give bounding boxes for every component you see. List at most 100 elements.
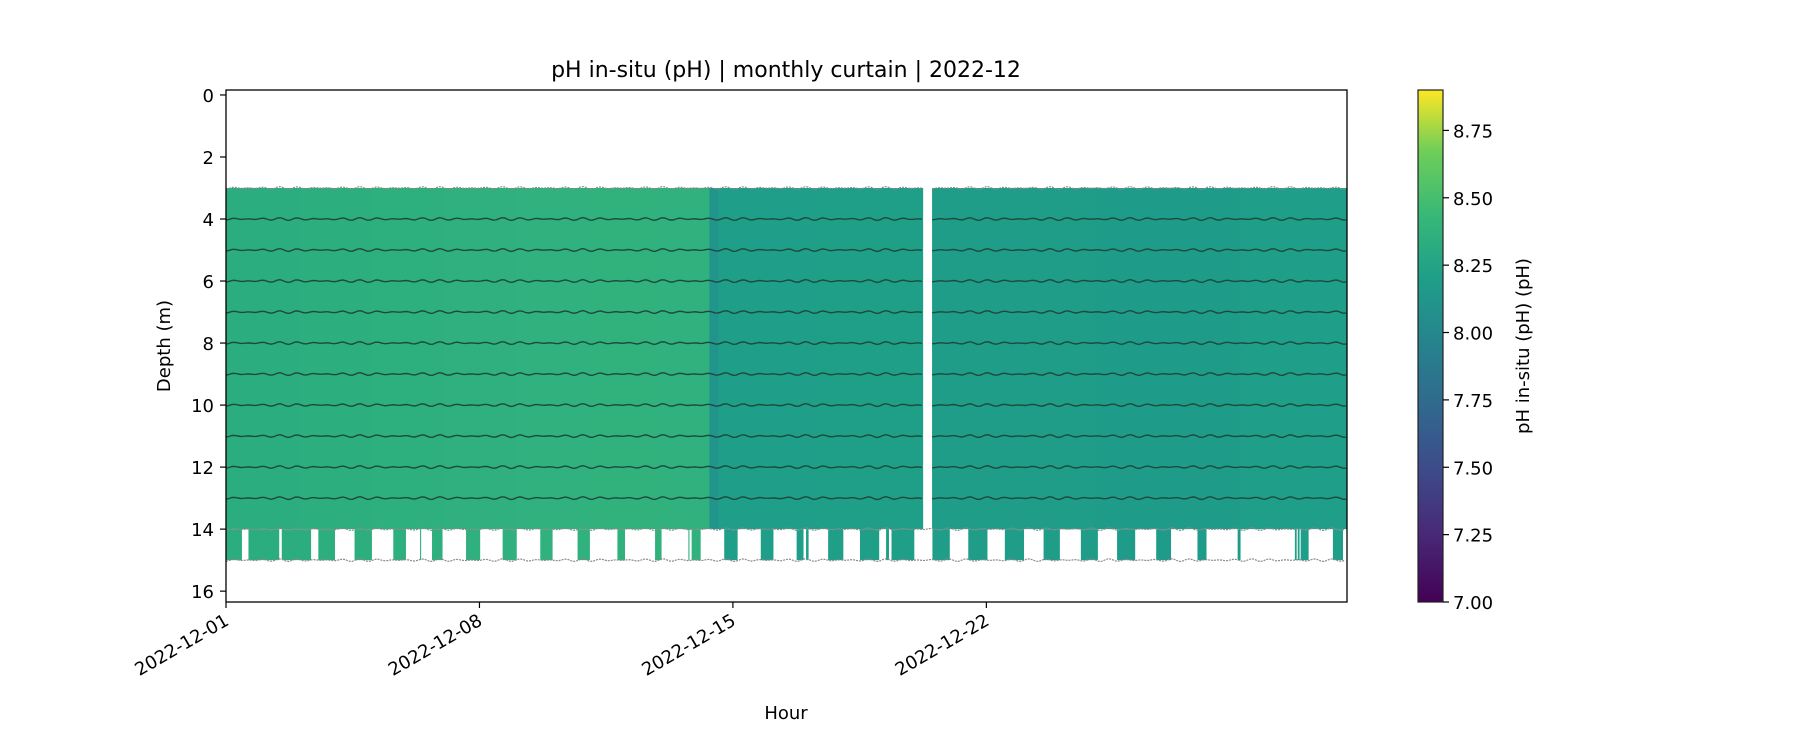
bottom-bin-cell xyxy=(226,529,242,561)
curtain-cell xyxy=(1239,187,1348,530)
y-tick-label: 14 xyxy=(191,520,214,541)
bottom-bin-cell xyxy=(724,529,738,561)
depth-line xyxy=(932,309,1347,315)
depth-line xyxy=(225,433,923,439)
bottom-bin-cell xyxy=(968,529,988,561)
x-tick-label: 2022-12-08 xyxy=(385,610,486,680)
bottom-bin-cell xyxy=(886,529,889,561)
bottom-bin-cell xyxy=(1043,529,1060,561)
plot-area xyxy=(225,185,1348,563)
curtain-cell xyxy=(709,187,719,530)
curtain-cell xyxy=(298,187,372,530)
depth-line xyxy=(225,402,923,408)
y-tick-label: 4 xyxy=(203,210,214,231)
y-tick-label: 10 xyxy=(191,396,214,417)
bottom-bin-cell xyxy=(1297,529,1300,561)
colorbar xyxy=(1417,89,1444,603)
bottom-bin-cell xyxy=(617,529,626,561)
bottom-bin-cell xyxy=(891,529,915,561)
bottom-bin-cell xyxy=(577,529,590,561)
bottom-bin-cell xyxy=(466,529,481,561)
depth-line xyxy=(932,464,1347,470)
curtain-cell xyxy=(370,187,444,530)
bottom-bin-cell xyxy=(1004,529,1025,561)
colorbar-tick-label: 8.50 xyxy=(1453,189,1493,210)
bottom-bin-cell xyxy=(828,529,844,561)
bottom-bin-cell xyxy=(354,529,372,561)
curtain-cell xyxy=(932,187,1096,530)
x-tick-label: 2022-12-22 xyxy=(892,610,993,680)
curtain-cell xyxy=(718,187,806,530)
bottom-bin-cell xyxy=(932,529,950,561)
curtain-cell xyxy=(226,187,299,530)
depth-line xyxy=(932,247,1347,253)
bottom-bin-cell xyxy=(281,529,312,561)
bottom-bin-cell xyxy=(860,529,880,561)
bottom-bin-cell xyxy=(420,529,422,561)
depth-line xyxy=(932,433,1347,439)
y-axis: 0 2 4 6 8 10 12 14 16 xyxy=(191,86,226,603)
depth-line xyxy=(225,371,923,377)
y-tick-label: 16 xyxy=(191,582,214,603)
bottom-bin-cell xyxy=(760,529,774,561)
curtain-cell xyxy=(660,187,710,530)
bottom-bin-cell xyxy=(655,529,662,561)
curtain-cell xyxy=(805,187,924,530)
curtain-cell xyxy=(1094,187,1241,530)
colorbar-tick-label: 7.00 xyxy=(1453,593,1493,614)
bottom-bin-cell xyxy=(248,529,280,561)
depth-line xyxy=(225,464,923,470)
bottom-bin-cell xyxy=(1117,529,1136,561)
bottom-bin-cell xyxy=(1237,529,1241,561)
curtain-cell xyxy=(588,187,661,530)
depth-line xyxy=(225,247,923,253)
bottom-bin-cell xyxy=(691,529,701,561)
curtain-cell xyxy=(443,187,517,530)
depth-line xyxy=(225,340,923,346)
bottom-bin-cell xyxy=(1156,529,1172,561)
colorbar-axis: 7.00 7.25 7.50 7.75 8.00 8.25 8.50 8.75 xyxy=(1443,121,1493,614)
chart-title: pH in-situ (pH) | monthly curtain | 2022… xyxy=(551,58,1021,83)
bottom-bin-cell xyxy=(688,529,690,561)
y-axis-label: Depth (m) xyxy=(154,300,175,392)
depth-line xyxy=(225,185,923,191)
x-axis: 2022-12-01 2022-12-08 2022-12-15 2022-12-22 xyxy=(131,602,993,681)
bottom-bin-cell xyxy=(432,529,443,561)
y-tick-label: 0 xyxy=(203,86,214,107)
depth-line xyxy=(932,495,1347,501)
depth-line xyxy=(932,402,1347,408)
bottom-bin-cell xyxy=(1294,529,1297,561)
colorbar-tick-label: 7.25 xyxy=(1453,526,1493,547)
bottom-bin-cell xyxy=(796,529,804,561)
bottom-bin-cell xyxy=(1197,529,1207,561)
bottom-bin-cell xyxy=(806,529,809,561)
depth-line xyxy=(932,185,1347,191)
y-tick-label: 2 xyxy=(203,148,214,169)
depth-line xyxy=(225,278,923,284)
bottom-bin-cell xyxy=(540,529,553,561)
y-tick-label: 12 xyxy=(191,458,214,479)
bottom-bin-cell xyxy=(502,529,517,561)
bottom-bin-cell xyxy=(318,529,335,561)
depth-line xyxy=(225,495,923,501)
colorbar-tick-label: 8.25 xyxy=(1453,256,1493,277)
depth-line xyxy=(225,309,923,315)
depth-line xyxy=(932,216,1347,222)
x-tick-label: 2022-12-15 xyxy=(638,610,739,680)
x-axis-label: Hour xyxy=(764,703,808,724)
depth-line xyxy=(932,278,1347,284)
y-tick-label: 6 xyxy=(203,272,214,293)
colorbar-tick-label: 7.75 xyxy=(1453,391,1493,412)
depth-line xyxy=(932,340,1347,346)
bottom-bin-cell xyxy=(393,529,406,561)
bottom-bin-cell xyxy=(1332,529,1344,561)
bottom-bin-cell xyxy=(1080,529,1098,561)
bottom-bin-cell xyxy=(1300,529,1309,561)
x-tick-label: 2022-12-01 xyxy=(131,610,232,680)
colorbar-tick-label: 8.00 xyxy=(1453,324,1493,345)
colorbar-tick-label: 7.50 xyxy=(1453,458,1493,479)
colorbar-label: pH in-situ (pH) (pH) xyxy=(1513,258,1534,434)
y-tick-label: 8 xyxy=(203,334,214,355)
colorbar-tick-label: 8.75 xyxy=(1453,121,1493,142)
